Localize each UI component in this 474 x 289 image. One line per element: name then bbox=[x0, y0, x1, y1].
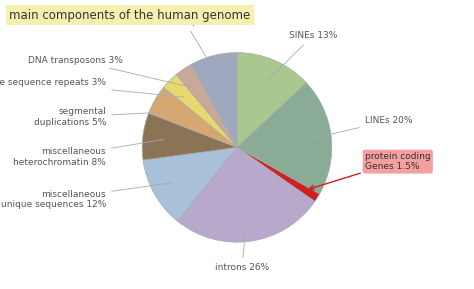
Wedge shape bbox=[142, 113, 237, 160]
Wedge shape bbox=[164, 75, 237, 147]
Text: SINEs 13%: SINEs 13% bbox=[267, 31, 337, 80]
Text: main components of the human genome: main components of the human genome bbox=[9, 9, 251, 22]
Text: LTR retrotransposons 8%: LTR retrotransposons 8% bbox=[129, 17, 241, 76]
Wedge shape bbox=[237, 83, 332, 194]
Wedge shape bbox=[176, 64, 237, 147]
Wedge shape bbox=[149, 87, 237, 147]
Text: DNA transposons 3%: DNA transposons 3% bbox=[28, 56, 194, 88]
Wedge shape bbox=[191, 53, 237, 147]
Text: LINEs 20%: LINEs 20% bbox=[315, 116, 412, 138]
Text: protein coding
Genes 1.5%: protein coding Genes 1.5% bbox=[310, 152, 430, 190]
Wedge shape bbox=[143, 147, 237, 221]
Wedge shape bbox=[237, 147, 319, 201]
Wedge shape bbox=[237, 53, 306, 147]
Text: simple sequence repeats 3%: simple sequence repeats 3% bbox=[0, 78, 184, 97]
Wedge shape bbox=[177, 147, 315, 242]
Text: miscellaneous
unique sequences 12%: miscellaneous unique sequences 12% bbox=[1, 183, 173, 209]
Text: segmental
duplications 5%: segmental duplications 5% bbox=[34, 107, 173, 127]
Text: miscellaneous
heterochromatin 8%: miscellaneous heterochromatin 8% bbox=[13, 140, 164, 166]
Text: introns 26%: introns 26% bbox=[215, 221, 269, 272]
